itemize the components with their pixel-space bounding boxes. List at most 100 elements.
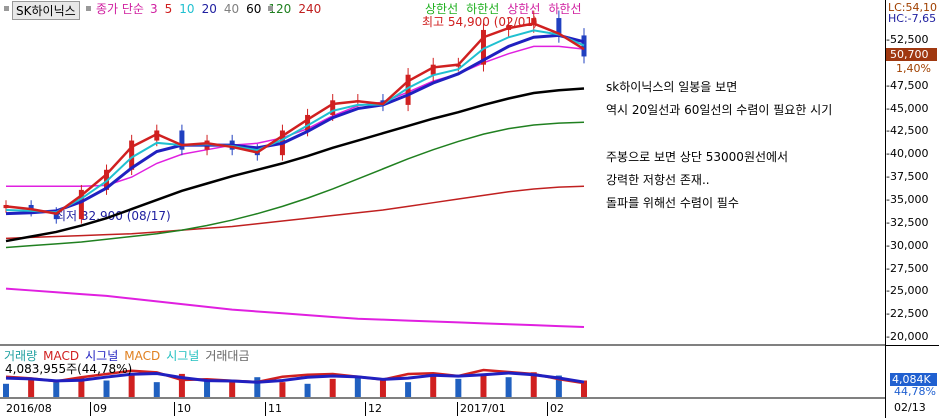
price-tick: -52,500 — [886, 33, 929, 46]
ma-period-5[interactable]: 5 — [164, 2, 173, 16]
stock-name-button[interactable]: SK하이닉스 — [12, 1, 80, 20]
volume-bar — [304, 383, 311, 397]
volume-bar — [329, 378, 336, 397]
limit-label: 하한선 — [548, 2, 582, 16]
volume-legend: 거래량 MACD 시그널 MACD 시그널 거래대금 — [4, 349, 256, 363]
ma-period-20[interactable]: 20 — [201, 2, 217, 16]
date-label: 2016/08 — [6, 402, 52, 415]
volume-bar — [379, 380, 386, 397]
volume-bar — [279, 382, 286, 397]
ma-label: 종가 단순 — [96, 2, 144, 16]
volume-bar — [354, 377, 361, 397]
volume-bar — [581, 380, 587, 397]
candle — [405, 74, 411, 105]
ma20-line — [5, 33, 585, 216]
candle — [531, 18, 537, 26]
volume-bar — [254, 377, 261, 397]
volume-legend-item[interactable]: 거래량 — [4, 349, 38, 363]
ma-period-60[interactable]: 60 — [246, 2, 262, 16]
volume-bar — [178, 373, 185, 397]
candle — [556, 18, 562, 36]
price-axis: LC:54,10 HC:-7,65 50,700 1,40% -52,500 -4… — [885, 0, 939, 418]
volume-bar — [3, 383, 9, 397]
settings-square-icon[interactable] — [4, 6, 9, 11]
ma-period-240[interactable]: 240 — [298, 2, 322, 16]
candle — [430, 64, 436, 75]
volume-legend-item[interactable]: MACD — [43, 349, 80, 363]
ma240-line — [5, 185, 585, 240]
upper-band-line — [6, 45, 585, 187]
volume-bar — [53, 382, 60, 397]
volume-bar — [229, 380, 236, 397]
price-tick: -47,500 — [886, 78, 929, 92]
candle — [179, 130, 185, 150]
ma-period-10[interactable]: 10 — [179, 2, 195, 16]
ma-period-40[interactable]: 40 — [223, 2, 240, 16]
ma10-line — [5, 29, 585, 214]
hc-value: HC:-7,65 — [888, 12, 937, 25]
volume-bar — [78, 377, 85, 397]
price-tick: -37,500 — [886, 170, 929, 184]
candle — [330, 100, 336, 115]
macd-line — [5, 368, 585, 385]
price-tick: -27,500 — [886, 261, 929, 275]
volume-bar — [505, 377, 512, 397]
ma120-line — [5, 121, 585, 249]
volume-legend-item[interactable]: 거래대금 — [205, 349, 250, 363]
volume-bar — [153, 382, 160, 397]
volume-badge: 4,084K — [890, 373, 937, 386]
change-percent: 1,40% — [896, 62, 931, 75]
current-price-badge: 50,700 — [886, 48, 937, 61]
price-tick: -45,000 — [886, 101, 929, 115]
price-tick: -32,500 — [886, 215, 929, 229]
price-tick: -35,000 — [886, 192, 929, 206]
candle — [78, 189, 84, 220]
date-label: 11 — [265, 402, 282, 416]
volume-legend-item[interactable]: 시그널 — [166, 349, 200, 363]
ma5-line — [5, 22, 585, 215]
settings-square-icon[interactable] — [268, 6, 273, 11]
volume-legend-item[interactable]: 시그널 — [85, 349, 119, 363]
price-tick: -42,500 — [886, 124, 929, 138]
ma-periods: 3 5 10 20 40 60 120 240 — [150, 2, 328, 16]
candle — [305, 114, 311, 131]
note-line: 주봉으로 보면 상단 53000원선에서 — [606, 150, 789, 164]
price-tick: -22,500 — [886, 307, 929, 321]
ma-period-120[interactable]: 120 — [268, 2, 292, 16]
ma-period-3[interactable]: 3 — [150, 2, 158, 16]
signal-line — [5, 371, 585, 384]
date-label: 02 — [547, 402, 564, 416]
note-line: 돌파를 위해선 수렴이 필수 — [606, 196, 739, 210]
volume-bar — [480, 373, 487, 397]
volume-bar — [455, 378, 462, 397]
limit-labels: 상한선 하한선 상한선 하한선 — [425, 2, 590, 16]
volume-percent: 44,78% — [894, 385, 936, 398]
candle — [129, 140, 135, 170]
limit-label: 상한선 — [507, 2, 541, 16]
note-line: sk하이닉스의 일봉을 보면 — [606, 80, 738, 94]
limit-label: 상한선 — [425, 2, 459, 16]
note-line: 강력한 저항선 존재.. — [606, 173, 710, 187]
price-tick: -30,000 — [886, 238, 929, 252]
volume-bar — [204, 378, 211, 397]
volume-bar — [103, 380, 110, 397]
volume-legend-item[interactable]: MACD — [124, 349, 161, 363]
volume-text: 4,083,955주(44,78%) — [5, 362, 133, 376]
settings-square-icon[interactable] — [86, 6, 91, 11]
date-cursor: 02/13 — [894, 401, 926, 414]
lc-value: LC:54,10 — [888, 1, 938, 14]
candle — [480, 29, 486, 65]
price-tick: -40,000 — [886, 147, 929, 161]
limit-label: 하한선 — [466, 2, 500, 16]
ma60-line — [5, 87, 585, 243]
volume-bar — [530, 372, 537, 397]
volume-bar — [28, 378, 35, 397]
price-tick: -25,000 — [886, 284, 929, 298]
volume-bar — [128, 375, 135, 397]
candle — [53, 211, 59, 220]
volume-bar — [405, 382, 412, 397]
date-label: 10 — [174, 402, 191, 416]
lower-band-line — [5, 287, 585, 328]
price-chart — [0, 10, 885, 399]
